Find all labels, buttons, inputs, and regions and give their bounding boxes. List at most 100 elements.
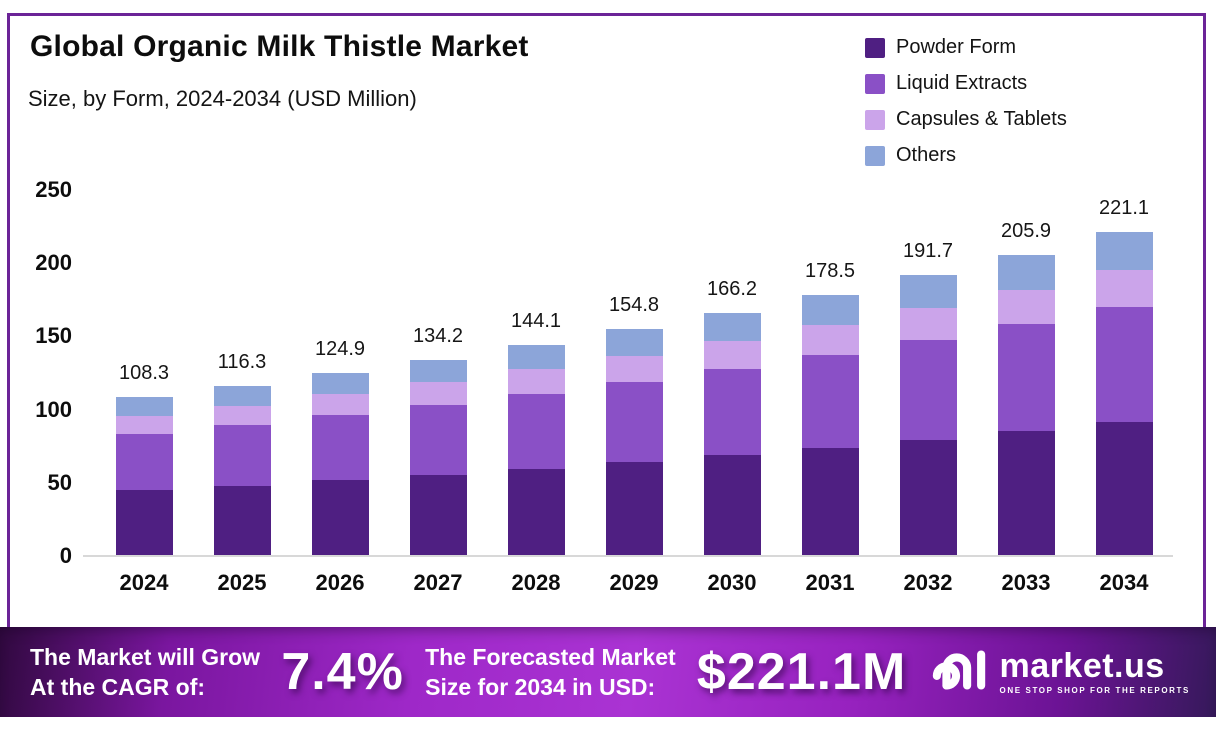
x-tick-label: 2034: [1099, 570, 1149, 595]
bar-segment: [997, 289, 1055, 325]
stacked-bar: [1095, 232, 1153, 556]
bar-segment: [1095, 269, 1153, 308]
bar-segment: [115, 397, 173, 416]
bar-segment: [115, 415, 173, 435]
bar-column: 205.9: [977, 220, 1075, 556]
x-tick-label: 2031: [805, 570, 855, 595]
y-tick-label: 50: [47, 469, 72, 495]
bar-segment: [213, 485, 271, 556]
bar-segment: [899, 340, 957, 440]
stacked-bar: [115, 397, 173, 556]
bar-segment: [507, 369, 565, 394]
x-tick-label: 2026: [315, 570, 365, 595]
stacked-bar: [703, 312, 761, 556]
legend-label: Powder Form: [896, 36, 1017, 58]
bar-column: 221.1: [1075, 197, 1173, 556]
bar-segment: [1095, 307, 1153, 423]
cagr-value: 7.4%: [281, 643, 404, 701]
bar-segment: [311, 415, 369, 481]
bar-column: 154.8: [585, 294, 683, 556]
bar-segment: [801, 325, 859, 355]
x-tick-label: 2028: [511, 570, 561, 595]
y-tick-label: 250: [35, 177, 72, 202]
legend: Powder Form Liquid Extracts Capsules & Tab…: [865, 36, 1067, 167]
y-tick-label: 100: [35, 396, 72, 422]
bar-column: 108.3: [95, 362, 193, 556]
x-tick-label: 2024: [119, 570, 169, 595]
bar-value-label: 124.9: [314, 338, 366, 361]
forecast-label: The Forecasted Market Size for 2034 in U…: [425, 642, 676, 703]
bar-segment: [409, 382, 467, 405]
bar-segment: [409, 404, 467, 475]
legend-label: Capsules & Tablets: [896, 108, 1067, 130]
bar-column: 116.3: [193, 351, 291, 556]
marketus-logo-name: market.us: [999, 647, 1165, 685]
bar-segment: [801, 447, 859, 556]
bar-segment: [1095, 232, 1153, 270]
bar-segment: [507, 393, 565, 469]
x-tick-label: 2033: [1001, 570, 1051, 595]
stacked-bar: [409, 359, 467, 556]
bar-column: 134.2: [389, 325, 487, 556]
stacked-bar: [311, 373, 369, 556]
legend-swatch: [865, 109, 885, 130]
bar-segment: [507, 468, 565, 556]
bar-segment: [311, 373, 369, 395]
bar-segment: [507, 345, 565, 370]
bar-series: 108.3 116.3 124.9 134.2 144.1 154.8 166.2 178.5…: [95, 130, 1173, 556]
bar-segment: [801, 355, 859, 448]
cagr-label-line2: At the CAGR of:: [30, 674, 206, 700]
y-tick-label: 200: [35, 250, 72, 276]
legend-label: Liquid Extracts: [896, 72, 1028, 94]
x-axis-line: [83, 555, 1173, 557]
legend-swatch: [865, 73, 885, 94]
bar-value-label: 221.1: [1098, 197, 1150, 220]
legend-label: Others: [896, 144, 957, 166]
y-tick-label: 150: [35, 323, 72, 349]
legend-item: Others: [865, 144, 1067, 167]
stacked-bar: [801, 294, 859, 556]
marketus-logo-text: market.us ONE STOP SHOP FOR THE REPORTS: [1000, 649, 1190, 695]
legend-item: Capsules & Tablets: [865, 108, 1067, 131]
bar-value-label: 116.3: [217, 350, 267, 373]
bar-segment: [115, 490, 173, 556]
forecast-label-line2: Size for 2034 in USD:: [425, 674, 656, 700]
marketus-logo-tagline: ONE STOP SHOP FOR THE REPORTS: [999, 686, 1190, 695]
footer-banner: The Market will Grow At the CAGR of: 7.4…: [0, 627, 1216, 717]
bar-segment: [311, 394, 369, 416]
y-axis-ticks: 0 50 100 150 200 250: [0, 177, 84, 568]
x-axis-labels: 2024 2025 2026 2027 2028 2029 2030 2031 2032 2033…: [95, 570, 1173, 596]
bar-segment: [703, 455, 761, 556]
x-tick-label: 2029: [609, 570, 659, 595]
bar-segment: [213, 405, 271, 426]
bar-segment: [899, 307, 957, 341]
bar-segment: [899, 439, 957, 556]
bar-segment: [311, 480, 369, 556]
marketus-logo-icon: [928, 644, 990, 701]
bar-segment: [605, 381, 663, 463]
bar-column: 144.1: [487, 310, 585, 556]
legend-swatch: [865, 145, 885, 166]
forecast-label-line1: The Forecasted Market: [425, 643, 676, 670]
bar-column: 191.7: [879, 240, 977, 556]
page-title: Global Organic Milk Thistle Market: [30, 30, 529, 63]
bar-value-label: 134.2: [412, 324, 464, 347]
bar-segment: [409, 359, 467, 383]
bar-value-label: 144.1: [510, 310, 562, 333]
bar-segment: [605, 329, 663, 356]
bar-value-label: 178.5: [804, 259, 856, 282]
bar-column: 166.2: [683, 278, 781, 556]
stacked-bar: [997, 254, 1055, 556]
bar-segment: [605, 355, 663, 382]
bar-column: 124.9: [291, 338, 389, 556]
legend-item: Powder Form: [865, 36, 1067, 59]
legend-item: Liquid Extracts: [865, 72, 1067, 95]
stacked-bar: [507, 345, 565, 556]
plot-area: 108.3 116.3 124.9 134.2 144.1 154.8 166.2 178.5…: [83, 190, 1173, 595]
x-tick-label: 2030: [707, 570, 757, 595]
forecast-value: $221.1M: [696, 643, 907, 701]
bar-segment: [703, 368, 761, 456]
cagr-label: The Market will Grow At the CAGR of:: [30, 642, 260, 703]
bar-column: 178.5: [781, 260, 879, 556]
bar-segment: [115, 434, 173, 491]
